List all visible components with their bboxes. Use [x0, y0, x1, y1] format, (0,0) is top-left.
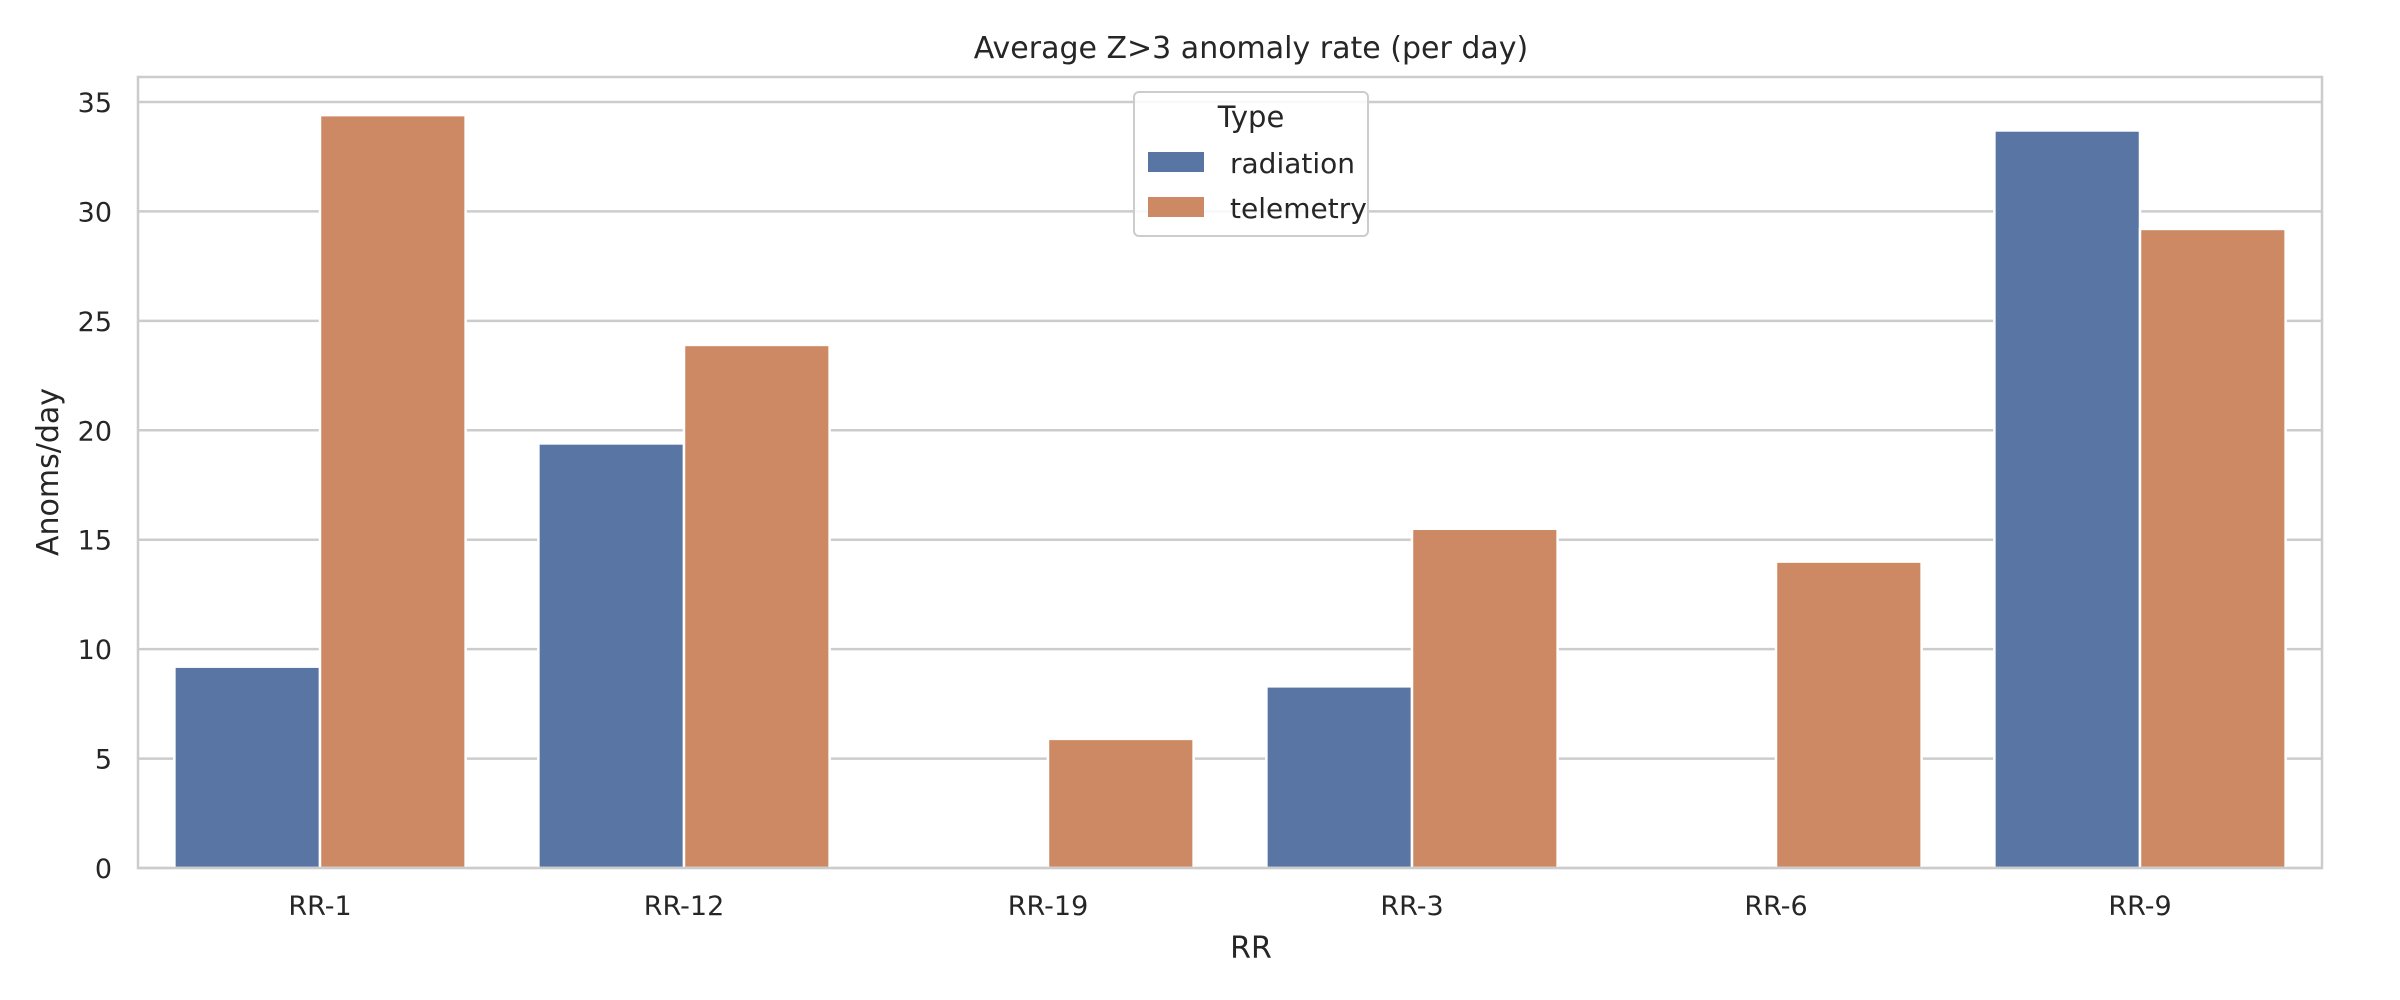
y-tick-label: 0 — [95, 854, 112, 885]
x-tick-label: RR-12 — [644, 891, 725, 922]
y-tick-label: 30 — [78, 197, 112, 228]
y-tick-label: 20 — [78, 416, 112, 447]
grid — [138, 100, 2322, 870]
x-tick-label: RR-1 — [288, 891, 351, 922]
legend-label-radiation: radiation — [1230, 147, 1355, 180]
legend-label-telemetry: telemetry — [1230, 192, 1367, 225]
bar-telemetry-rr-3 — [1410, 527, 1559, 870]
chart-title: Average Z>3 anomaly rate (per day) — [974, 31, 1528, 66]
bar-telemetry-rr-19 — [1046, 737, 1195, 870]
y-tick-label: 5 — [95, 745, 112, 776]
legend-swatch-telemetry — [1148, 197, 1204, 217]
plot-frame — [136, 75, 2324, 870]
y-tick-label: 25 — [78, 307, 112, 338]
legend: Type radiation telemetry — [1133, 91, 1369, 237]
x-tick-label: RR-19 — [1008, 891, 1089, 922]
bar-telemetry-rr-6 — [1774, 560, 1923, 870]
y-tick-labels: 0 5 10 15 20 25 30 35 — [78, 88, 112, 885]
bar-radiation-rr-3 — [1265, 685, 1414, 870]
legend-title: Type — [1217, 100, 1285, 134]
x-tick-label: RR-6 — [1744, 891, 1807, 922]
legend-swatch-radiation — [1148, 152, 1204, 172]
bar-radiation-rr-1 — [173, 665, 322, 870]
bar-radiation-rr-9 — [1993, 129, 2142, 870]
bars — [173, 113, 2287, 870]
y-tick-label: 10 — [78, 635, 112, 666]
bar-telemetry-rr-9 — [2138, 227, 2287, 870]
bar-telemetry-rr-12 — [682, 343, 831, 870]
y-axis-label: Anoms/day — [31, 388, 66, 556]
x-tick-labels: RR-1 RR-12 RR-19 RR-3 RR-6 RR-9 — [288, 891, 2171, 922]
x-axis-label: RR — [1230, 931, 1272, 966]
y-tick-label: 35 — [78, 88, 112, 119]
x-tick-label: RR-3 — [1380, 891, 1443, 922]
bar-radiation-rr-12 — [537, 442, 686, 870]
y-tick-label: 15 — [78, 526, 112, 557]
x-tick-label: RR-9 — [2108, 891, 2171, 922]
bar-telemetry-rr-1 — [318, 113, 467, 870]
